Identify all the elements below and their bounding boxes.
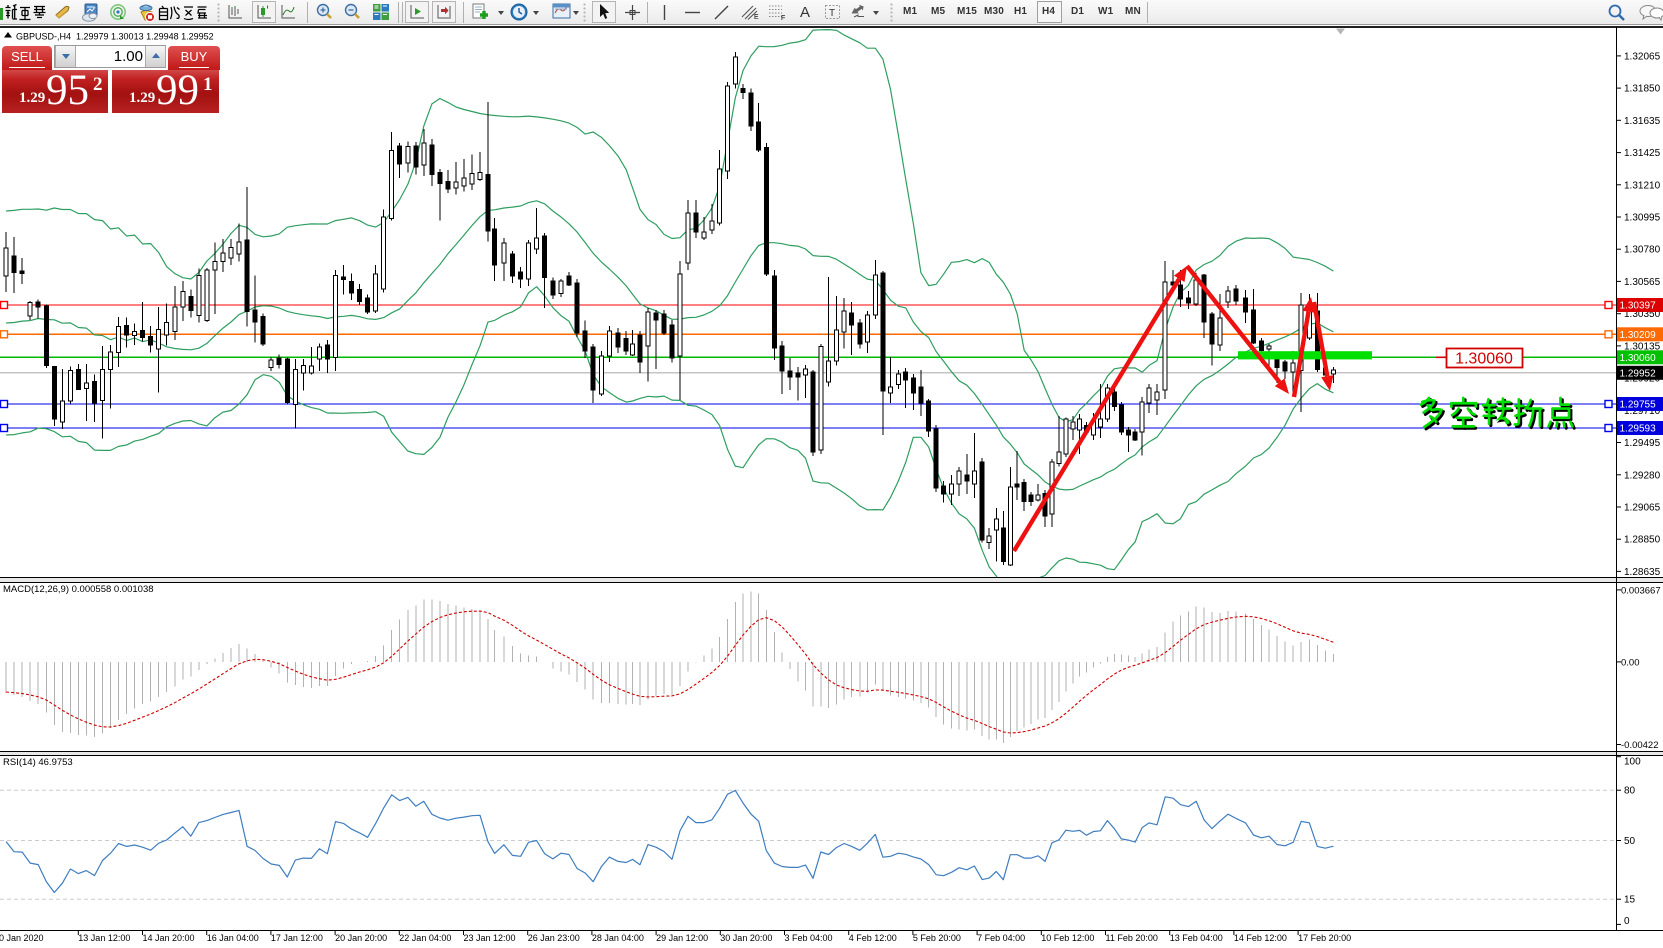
svg-text:10 Jan 2020: 10 Jan 2020	[0, 933, 44, 943]
svg-text:7 Feb 04:00: 7 Feb 04:00	[977, 933, 1025, 943]
svg-text:20 Jan 20:00: 20 Jan 20:00	[335, 933, 387, 943]
svg-text:5 Feb 20:00: 5 Feb 20:00	[913, 933, 961, 943]
svg-text:E: E	[754, 14, 759, 21]
svg-text:17 Feb 20:00: 17 Feb 20:00	[1298, 933, 1351, 943]
svg-text:1.30060: 1.30060	[1455, 351, 1513, 368]
svg-text:1.28635: 1.28635	[1624, 567, 1661, 578]
svg-text:RSI(14) 46.9753: RSI(14) 46.9753	[3, 757, 73, 768]
svg-text:1.29495: 1.29495	[1624, 438, 1661, 449]
svg-text:1.31850: 1.31850	[1624, 84, 1661, 95]
svg-text:1.30135: 1.30135	[1624, 341, 1661, 352]
svg-text:13 Jan 12:00: 13 Jan 12:00	[78, 933, 130, 943]
svg-text:1.31425: 1.31425	[1624, 148, 1661, 159]
svg-text:100: 100	[1624, 756, 1641, 767]
svg-text:15: 15	[1624, 895, 1636, 906]
svg-text:1.30209: 1.30209	[1620, 330, 1657, 341]
svg-text:1.28850: 1.28850	[1624, 535, 1661, 546]
svg-text:T: T	[829, 8, 835, 19]
svg-text:F: F	[781, 15, 785, 21]
svg-text:1.30397: 1.30397	[1620, 301, 1657, 312]
svg-text:1.31635: 1.31635	[1624, 116, 1661, 127]
svg-text:14 Jan 20:00: 14 Jan 20:00	[143, 933, 195, 943]
svg-text:16 Jan 04:00: 16 Jan 04:00	[207, 933, 259, 943]
svg-text:17 Jan 12:00: 17 Jan 12:00	[271, 933, 323, 943]
svg-text:1.31210: 1.31210	[1624, 180, 1661, 191]
svg-text:1.29593: 1.29593	[1620, 424, 1657, 435]
svg-text:3 Feb 04:00: 3 Feb 04:00	[785, 933, 833, 943]
svg-text:0.00: 0.00	[1621, 657, 1640, 668]
svg-text:0: 0	[1624, 916, 1630, 927]
svg-text:13 Feb 04:00: 13 Feb 04:00	[1170, 933, 1223, 943]
svg-text:MACD(12,26,9) 0.000558 0.00103: MACD(12,26,9) 0.000558 0.001038	[3, 584, 154, 595]
svg-text:50: 50	[1624, 836, 1636, 847]
svg-text:1.32065: 1.32065	[1624, 51, 1661, 62]
svg-text:-0.00422: -0.00422	[1621, 740, 1659, 751]
svg-text:26 Jan 23:00: 26 Jan 23:00	[528, 933, 580, 943]
svg-text:1.30060: 1.30060	[1620, 353, 1657, 364]
svg-text:10 Feb 12:00: 10 Feb 12:00	[1041, 933, 1094, 943]
svg-text:80: 80	[1624, 786, 1636, 797]
svg-text:28 Jan 04:00: 28 Jan 04:00	[592, 933, 644, 943]
svg-text:30 Jan 20:00: 30 Jan 20:00	[720, 933, 772, 943]
svg-text:1.30780: 1.30780	[1624, 245, 1661, 256]
svg-text:4 Feb 12:00: 4 Feb 12:00	[849, 933, 897, 943]
svg-text:1.29710: 1.29710	[1624, 406, 1661, 417]
svg-text:22 Jan 04:00: 22 Jan 04:00	[399, 933, 451, 943]
svg-text:23 Jan 12:00: 23 Jan 12:00	[464, 933, 516, 943]
svg-text:1.29952: 1.29952	[1620, 368, 1657, 379]
svg-text:0.003667: 0.003667	[1621, 585, 1661, 596]
svg-text:11 Feb 20:00: 11 Feb 20:00	[1106, 933, 1158, 943]
svg-text:14 Feb 12:00: 14 Feb 12:00	[1234, 933, 1287, 943]
svg-text:1.30995: 1.30995	[1624, 213, 1661, 224]
svg-text:GBPUSD-,H4 1.29979 1.30013 1.: GBPUSD-,H4 1.29979 1.30013 1.29948 1.299…	[16, 32, 214, 42]
svg-text:1.29280: 1.29280	[1624, 470, 1661, 481]
svg-text:1.30565: 1.30565	[1624, 277, 1661, 288]
svg-text:1.30350: 1.30350	[1624, 309, 1661, 320]
svg-text:1.29065: 1.29065	[1624, 503, 1661, 514]
svg-text:1.29755: 1.29755	[1620, 400, 1657, 411]
svg-text:29 Jan 12:00: 29 Jan 12:00	[656, 933, 708, 943]
